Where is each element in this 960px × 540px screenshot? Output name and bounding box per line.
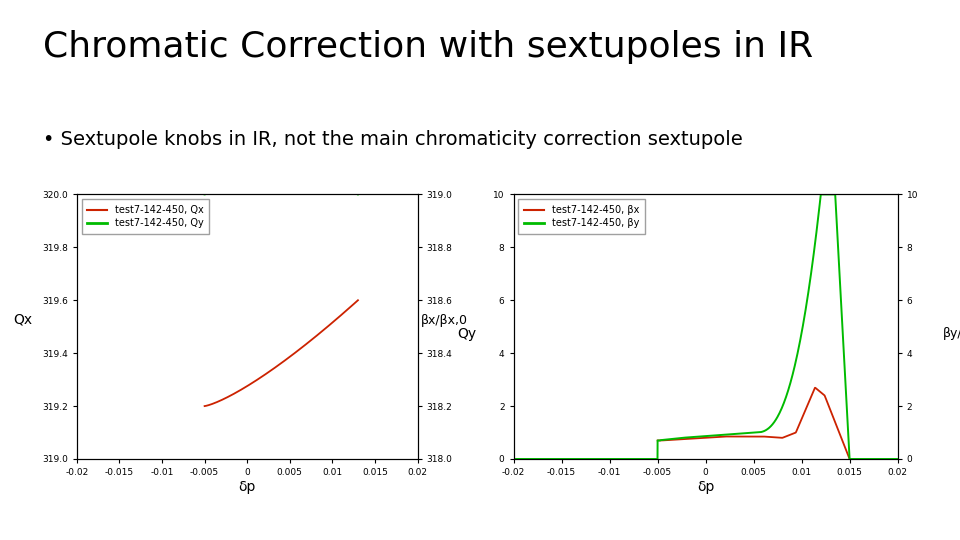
Text: Chromatic Correction with sextupoles in IR: Chromatic Correction with sextupoles in … bbox=[43, 30, 813, 64]
X-axis label: δp: δp bbox=[697, 480, 714, 494]
Y-axis label: βx/βx,0: βx/βx,0 bbox=[421, 314, 468, 327]
Legend: test7-142-450, Qx, test7-142-450, Qy: test7-142-450, Qx, test7-142-450, Qy bbox=[82, 199, 209, 234]
Y-axis label: Qy: Qy bbox=[457, 327, 476, 341]
X-axis label: δp: δp bbox=[238, 480, 256, 494]
Y-axis label: βy/βy,0: βy/βy,0 bbox=[944, 327, 960, 340]
Text: • Sextupole knobs in IR, not the main chromaticity correction sextupole: • Sextupole knobs in IR, not the main ch… bbox=[43, 130, 743, 148]
Y-axis label: Qx: Qx bbox=[12, 313, 32, 327]
Legend: test7-142-450, βx, test7-142-450, βy: test7-142-450, βx, test7-142-450, βy bbox=[518, 199, 645, 234]
